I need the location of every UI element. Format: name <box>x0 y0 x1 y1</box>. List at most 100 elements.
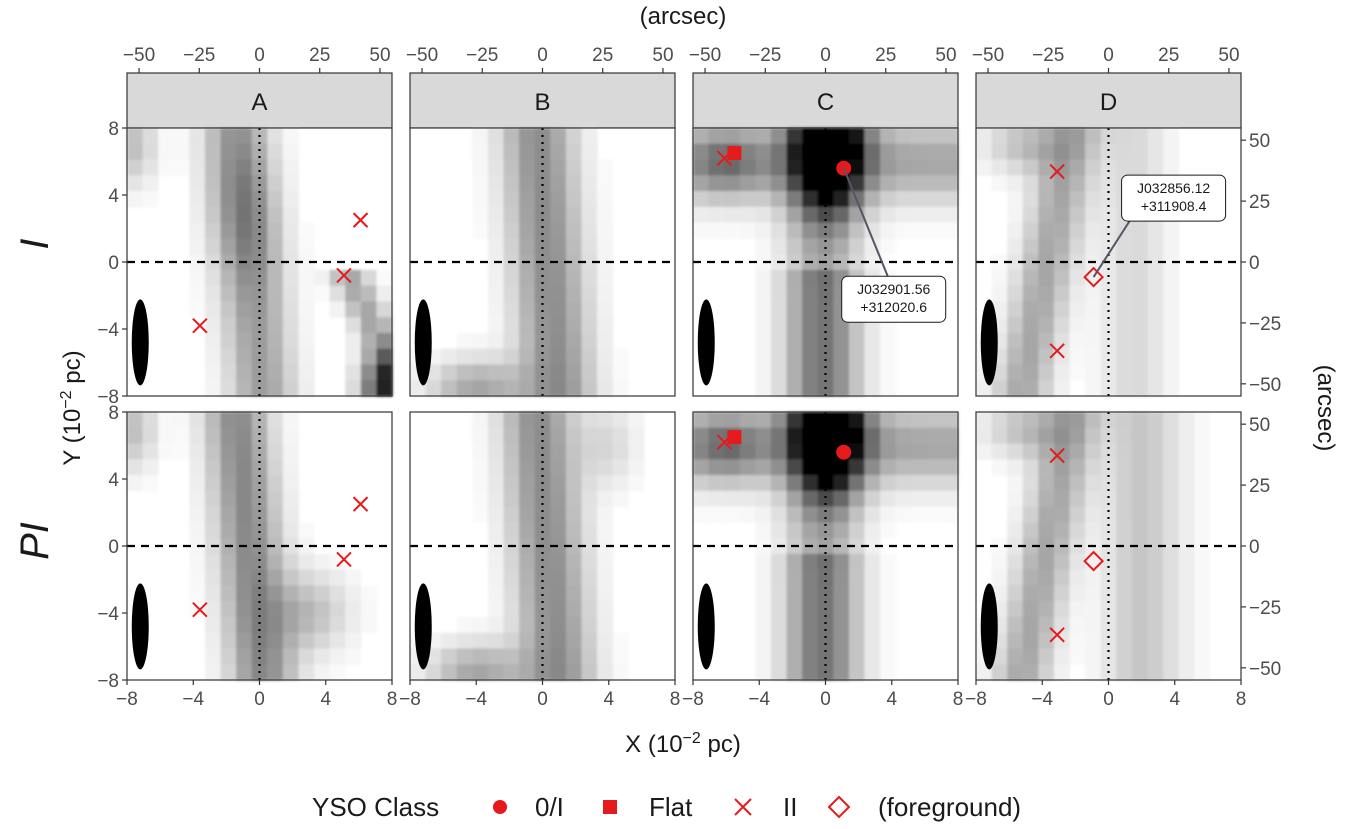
heatmap-cell <box>1116 301 1133 318</box>
heatmap-cell <box>1178 601 1195 618</box>
heatmap-cell <box>1131 569 1149 587</box>
heatmap-cell <box>770 648 788 665</box>
beam-ellipse <box>697 299 715 386</box>
heatmap-cell <box>503 443 520 460</box>
heatmap-cell <box>1194 443 1211 460</box>
heatmap-cell <box>220 332 237 350</box>
heatmap-cell <box>1131 222 1149 239</box>
yso-cross-marker <box>336 267 352 284</box>
heatmap-cell <box>755 648 772 665</box>
heatmap-cell <box>755 143 772 161</box>
heatmap-cell <box>534 301 551 318</box>
heatmap-cell <box>786 332 803 350</box>
heatmap-cell <box>1053 648 1071 665</box>
heatmap-cell <box>833 569 850 587</box>
heatmap-cell <box>550 601 567 618</box>
heatmap-cell <box>833 538 850 555</box>
heatmap-cell <box>360 380 378 397</box>
heatmap-cell <box>802 332 819 350</box>
heatmap-cell <box>991 569 1008 587</box>
heatmap-cell <box>565 285 583 303</box>
heatmap-cell <box>1007 538 1024 555</box>
heatmap-cell <box>314 632 331 650</box>
heatmap-cell <box>1007 632 1024 650</box>
heatmap-cell <box>1163 222 1180 239</box>
heatmap-cell <box>565 143 583 161</box>
heatmap-cell <box>581 348 598 366</box>
heatmap-cell <box>1022 128 1039 145</box>
heatmap-cell <box>833 254 850 271</box>
heatmap-cell <box>802 175 819 192</box>
heatmap-cell <box>236 301 253 318</box>
heatmap-cell <box>817 585 834 602</box>
heatmap-cell <box>360 332 378 350</box>
heatmap-cell <box>1007 254 1024 271</box>
heatmap-cell <box>1131 301 1149 318</box>
heatmap-cell <box>204 664 222 681</box>
heatmap-cell <box>1053 317 1071 334</box>
heatmap-cell <box>880 143 897 161</box>
heatmap-cell <box>345 285 362 303</box>
yso-cross-marker <box>192 317 208 334</box>
heatmap-cell <box>708 443 725 460</box>
heatmap-cell <box>487 269 505 287</box>
heatmap-cell <box>1194 569 1211 587</box>
heatmap-cell <box>487 238 505 255</box>
heatmap-cell <box>1007 443 1024 460</box>
heatmap-cell <box>456 364 473 381</box>
heatmap-cell <box>1100 553 1117 571</box>
heatmap-cell <box>581 159 598 176</box>
heatmap-cell <box>693 159 710 176</box>
heatmap-cell <box>1053 175 1071 192</box>
heatmap-cell <box>976 143 993 161</box>
heatmap-cell <box>597 553 614 571</box>
heatmap-cell <box>770 159 788 176</box>
heatmap-cell <box>802 317 819 334</box>
heatmap-cell <box>282 206 300 224</box>
heatmap-cell <box>236 317 253 334</box>
heatmap-cell <box>282 553 300 571</box>
heatmap-cell <box>220 664 237 681</box>
heatmap-cell <box>991 254 1008 271</box>
heatmap-cell <box>786 285 803 303</box>
heatmap-cell <box>786 143 803 161</box>
heatmap-cell <box>487 553 505 571</box>
heatmap-cell <box>127 475 144 492</box>
strip-background <box>409 72 676 129</box>
heatmap-cell <box>534 332 551 350</box>
heatmap-cell <box>158 443 175 460</box>
heatmap-cell <box>1147 569 1164 587</box>
heatmap-cell <box>755 490 772 508</box>
heatmap-cell <box>724 490 741 508</box>
heatmap-cell <box>1069 159 1086 176</box>
heatmap-cell <box>282 616 300 634</box>
heatmap-cell <box>786 459 803 476</box>
heatmap-cell <box>848 664 866 681</box>
heatmap-cell <box>1100 648 1117 665</box>
heatmap-cell <box>487 380 505 397</box>
heatmap-cell <box>1022 301 1039 318</box>
heatmap-cell <box>487 664 505 681</box>
heatmap-cell <box>503 206 520 224</box>
heatmap-cell <box>926 443 944 460</box>
heatmap-cell <box>1131 427 1149 445</box>
heatmap-cell <box>926 475 944 492</box>
right-tick-label: −50 <box>1249 659 1281 680</box>
heatmap-cell <box>1194 459 1211 476</box>
heatmap-cell <box>848 569 866 587</box>
heatmap-cell <box>282 427 300 445</box>
heatmap-cell <box>739 128 756 145</box>
heatmap-cell <box>550 128 567 145</box>
heatmap-cell <box>1147 317 1164 334</box>
heatmap-cell <box>329 301 346 318</box>
heatmap-cell <box>1116 348 1133 366</box>
heatmap-cell <box>1007 664 1024 681</box>
heatmap-cell <box>581 522 598 539</box>
heatmap-cell <box>693 506 710 523</box>
heatmap-cell <box>895 427 912 445</box>
heatmap-cell <box>329 569 346 587</box>
panel-a-i <box>126 127 393 397</box>
heatmap-cell <box>298 254 315 271</box>
panel-a-pi <box>126 411 393 681</box>
heatmap-cell <box>880 332 897 350</box>
